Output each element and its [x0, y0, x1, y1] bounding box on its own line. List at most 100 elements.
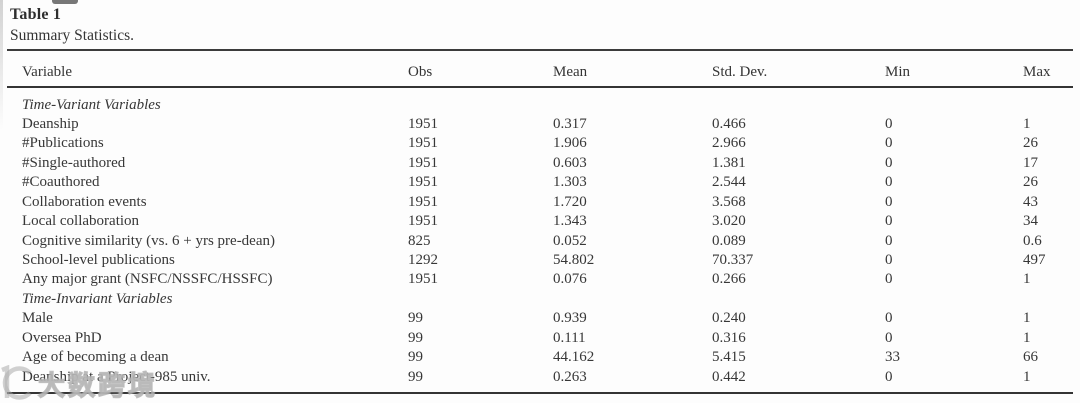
cell-std-dev: 2.966 [712, 135, 746, 152]
cell-obs: 99 [408, 329, 423, 346]
table-row: Deanship at a Project-985 univ. 99 0.263 0.… [7, 368, 1073, 387]
cell-std-dev: 3.568 [712, 193, 746, 210]
cell-variable: Deanship [22, 115, 79, 132]
cell-std-dev: 5.415 [712, 349, 746, 366]
cell-min: 0 [885, 154, 893, 171]
cell-max: 66 [1023, 349, 1038, 366]
cell-obs: 99 [408, 349, 423, 366]
section-title: Time-Variant Variables [22, 96, 161, 113]
column-header-min: Min [885, 64, 911, 80]
section-row: Time-Invariant Variables [7, 290, 1073, 309]
cell-max: 1 [1023, 310, 1031, 327]
cell-variable: Collaboration events [22, 193, 147, 210]
cell-min: 0 [885, 329, 893, 346]
cell-max: 1 [1023, 115, 1031, 132]
cell-obs: 1951 [408, 213, 438, 230]
cell-mean: 1.720 [553, 193, 587, 210]
cell-std-dev: 0.442 [712, 368, 746, 385]
cell-mean: 0.052 [553, 232, 587, 249]
cell-variable: Oversea PhD [22, 329, 102, 346]
cell-variable: Local collaboration [22, 213, 140, 230]
cell-obs: 1292 [408, 252, 438, 268]
cell-max: 43 [1023, 193, 1038, 210]
cell-mean: 0.263 [553, 368, 587, 385]
cell-std-dev: 0.466 [712, 115, 746, 132]
cell-std-dev: 0.316 [712, 329, 746, 346]
table-row: Deanship 1951 0.317 0.466 0 1 [7, 115, 1073, 134]
cell-min: 0 [885, 232, 893, 249]
cell-max: 0.6 [1023, 232, 1042, 249]
table-row: #Coauthored 1951 1.303 2.544 0 26 [7, 173, 1073, 192]
table-rule-top [7, 49, 1073, 51]
cell-obs: 1951 [408, 271, 438, 288]
cell-variable: Any major grant (NSFC/NSSFC/HSSFC) [22, 271, 273, 288]
cell-max: 26 [1023, 174, 1038, 191]
cell-mean: 1.303 [553, 174, 587, 191]
table-header-row: Variable Obs Mean Std. Dev. Min Max [7, 51, 1073, 86]
cell-mean: 0.939 [553, 310, 587, 327]
cell-mean: 44.162 [553, 349, 595, 366]
cell-std-dev: 2.544 [712, 174, 746, 191]
column-header-std-dev: Std. Dev. [712, 64, 768, 80]
cell-variable: Deanship at a Project-985 univ. [22, 368, 211, 385]
cell-variable: #Publications [22, 135, 104, 152]
cell-variable: Cognitive similarity (vs. 6 + yrs pre-de… [22, 232, 275, 249]
table-row: Oversea PhD 99 0.111 0.316 0 1 [7, 329, 1073, 348]
table-row: Cognitive similarity (vs. 6 + yrs pre-de… [7, 232, 1073, 251]
cell-min: 0 [885, 135, 893, 152]
table-row: #Single-authored 1951 0.603 1.381 0 17 [7, 154, 1073, 173]
cell-min: 0 [885, 115, 893, 132]
table-row: Any major grant (NSFC/NSSFC/HSSFC) 1951 0.… [7, 270, 1073, 289]
cell-min: 0 [885, 271, 893, 288]
table-body: Time-Variant Variables Deanship 1951 0.317 0… [7, 89, 1073, 388]
cell-max: 1 [1023, 329, 1031, 346]
cell-variable: Age of becoming a dean [22, 349, 169, 366]
cell-max: 1 [1023, 271, 1031, 288]
table-row: #Publications 1951 1.906 2.966 0 26 [7, 134, 1073, 153]
cell-min: 0 [885, 213, 893, 230]
cell-max: 1 [1023, 368, 1031, 385]
section-row: Time-Variant Variables [7, 96, 1073, 115]
cell-obs: 1951 [408, 115, 438, 132]
table-rule-bottom [7, 392, 1073, 395]
cell-max: 17 [1023, 154, 1038, 171]
cell-max: 26 [1023, 135, 1038, 152]
cell-mean: 0.317 [553, 115, 587, 132]
cell-mean: 0.111 [553, 329, 586, 346]
table-row: School-level publications 1292 54.802 70.33… [7, 251, 1073, 270]
table-row: Local collaboration 1951 1.343 3.020 0 34 [7, 212, 1073, 231]
cell-variable: #Single-authored [22, 154, 126, 171]
cell-obs: 99 [408, 310, 423, 327]
cell-variable: School-level publications [22, 252, 175, 268]
table-row: Male 99 0.939 0.240 0 1 [7, 309, 1073, 328]
scan-edge-artifact [0, 0, 3, 130]
cell-std-dev: 3.020 [712, 213, 746, 230]
cell-min: 0 [885, 252, 893, 268]
cell-min: 0 [885, 310, 893, 327]
column-header-mean: Mean [553, 64, 588, 80]
table-rule-header-separator [7, 86, 1073, 89]
cell-obs: 1951 [408, 154, 438, 171]
cell-mean: 1.343 [553, 213, 587, 230]
cell-std-dev: 1.381 [712, 154, 746, 171]
cell-variable: #Coauthored [22, 174, 100, 191]
cell-mean: 1.906 [553, 135, 587, 152]
table-row: Collaboration events 1951 1.720 3.568 0 43 [7, 193, 1073, 212]
scan-smudge [52, 0, 78, 4]
table-caption: Summary Statistics. [10, 27, 134, 44]
cell-obs: 1951 [408, 193, 438, 210]
cell-mean: 0.076 [553, 271, 587, 288]
cell-std-dev: 70.337 [712, 252, 754, 268]
section-title: Time-Invariant Variables [22, 290, 173, 307]
table-label: Table 1 [10, 6, 62, 23]
cell-obs: 825 [408, 232, 431, 249]
table-row: Age of becoming a dean 99 44.162 5.415 33 66 [7, 348, 1073, 367]
column-header-obs: Obs [408, 64, 433, 80]
cell-obs: 1951 [408, 135, 438, 152]
cell-obs: 1951 [408, 174, 438, 191]
cell-mean: 0.603 [553, 154, 587, 171]
cell-mean: 54.802 [553, 252, 595, 268]
cell-min: 0 [885, 368, 893, 385]
cell-obs: 99 [408, 368, 423, 385]
